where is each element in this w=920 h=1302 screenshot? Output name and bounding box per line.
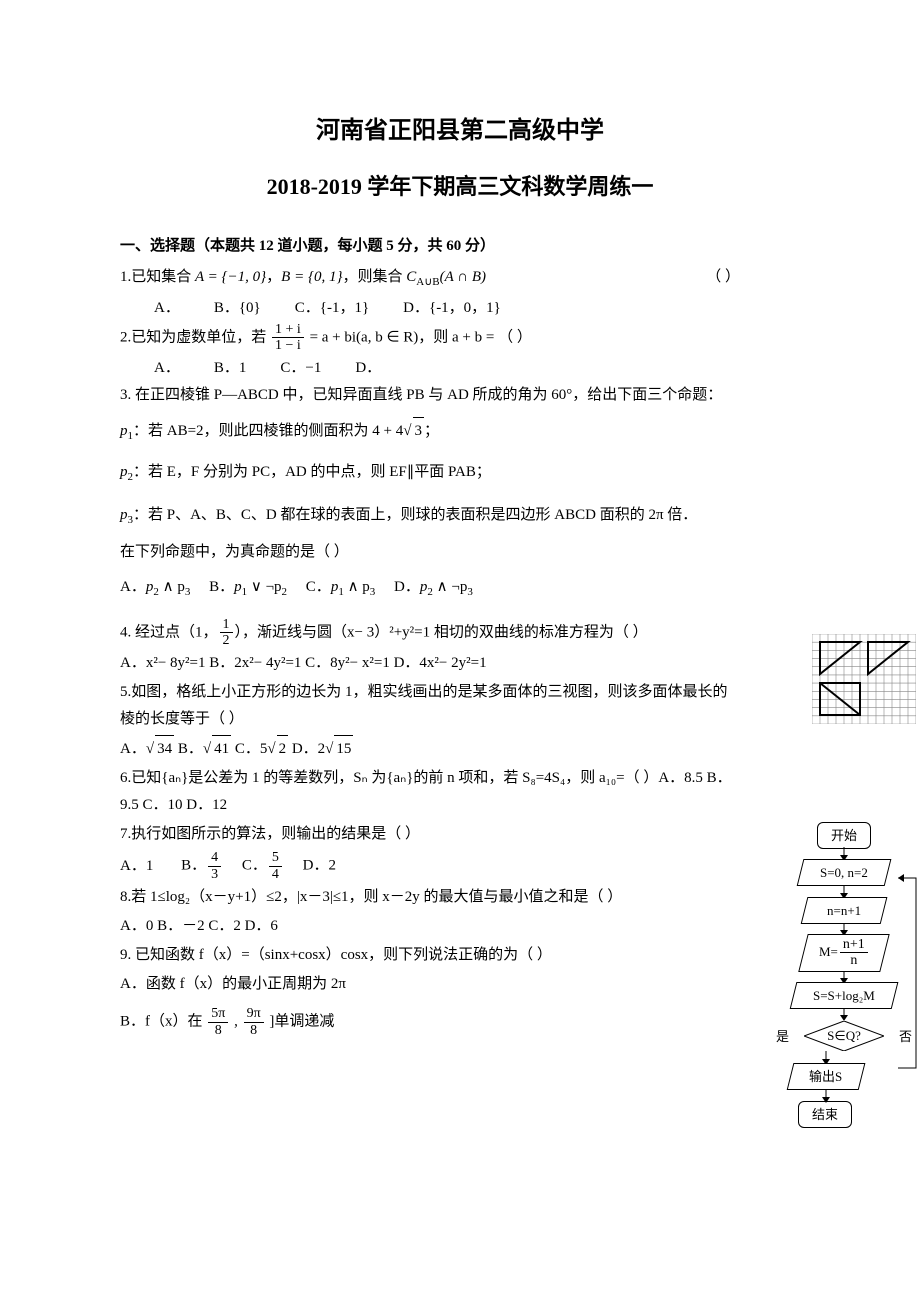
question-7: 7.执行如图所示的算法，则输出的结果是（ ） (120, 821, 740, 848)
q9-opt-a: A．函数 f（x）的最小正周期为 2π (120, 971, 740, 998)
question-6: 6.已知{aₙ}是公差为 1 的等差数列，Sₙ 为{aₙ}的前 n 项和，若 S… (120, 765, 740, 819)
q1-blank: （ ） (706, 264, 740, 291)
question-4: 4. 经过点（1，12），渐近线与圆（x− 3）²+y²=1 相切的双曲线的标准… (120, 617, 740, 649)
flow-output: 输出S (809, 1065, 842, 1088)
q8-options: A．0 B．－2 C．2 D．6 (120, 913, 740, 940)
exam-title: 2018-2019 学年下期高三文科数学周练一 (120, 167, 800, 207)
question-1: 1.已知集合 A = {−1, 0}，B = {0, 1}，则集合 CA∪B(A… (120, 264, 740, 293)
school-name: 河南省正阳县第二高级中学 (120, 110, 800, 153)
question-5: 5.如图，格纸上小正方形的边长为 1，粗实线画出的是某多面体的三视图，则该多面体… (120, 679, 740, 733)
q3-ask: 在下列命题中，为真命题的是（ ） (120, 539, 740, 566)
flow-step3: S=S+log₂M (813, 984, 875, 1007)
question-2: 2.已知为虚数单位，若 1 + i1 − i = a + bi(a, b ∈ R… (120, 322, 740, 354)
flowchart-figure: 开始 S=0, n=2 n=n+1 M=n+1n S=S+log₂M 是 S∈Q… (776, 822, 912, 1128)
flow-step2: M=n+1n (819, 937, 870, 969)
flow-start: 开始 (817, 822, 871, 849)
question-8: 8.若 1≤log₂（x－y+1）≤2，|x－3|≤1，则 x－2y 的最大值与… (120, 884, 740, 911)
q7-options: A．1 B．43 C．54 D．2 (120, 850, 740, 882)
q5-options: A．√34 B．√41 C．5√2 D．2√15 (120, 735, 740, 763)
q3-p3: p3：若 P、A、B、C、D 都在球的表面上，则球的表面积是四边形 ABCD 面… (120, 502, 740, 531)
flow-end: 结束 (798, 1101, 852, 1128)
flow-step1: n=n+1 (827, 899, 861, 922)
question-3: 3. 在正四棱锥 P—ABCD 中，已知异面直线 PB 与 AD 所成的角为 6… (120, 382, 740, 409)
q3-options: A．p2 ∧ p3 B．p1 ∨ ¬p2 C．p1 ∧ p3 D．p2 ∧ ¬p… (120, 574, 740, 603)
section-heading: 一、选择题（本题共 12 道小题，每小题 5 分，共 60 分） (120, 233, 800, 260)
q3-p1: p1：若 AB=2，则此四棱锥的侧面积为 4 + 4√3； (120, 417, 740, 447)
question-9: 9. 已知函数 f（x）=（sinx+cosx）cosx，则下列说法正确的为（ … (120, 942, 740, 969)
q2-options: A．B．1C．−1D． (120, 355, 740, 382)
q1-options: A．B．{0}C．{-1，1}D．{-1，0，1} (120, 295, 740, 322)
three-view-figure (812, 634, 916, 724)
q3-p2: p2：若 E，F 分别为 PC，AD 的中点，则 EF∥平面 PAB； (120, 459, 740, 488)
q4-options: A．x²− 8y²=1 B．2x²− 4y²=1 C．8y²− x²=1 D．4… (120, 650, 740, 677)
q9-opt-b: B．f（x）在 5π8 , 9π8 ]单调递减 (120, 1006, 740, 1038)
flow-yes: 是 (776, 1025, 789, 1048)
flow-cond: S∈Q? (804, 1021, 884, 1051)
flow-init: S=0, n=2 (820, 861, 868, 884)
